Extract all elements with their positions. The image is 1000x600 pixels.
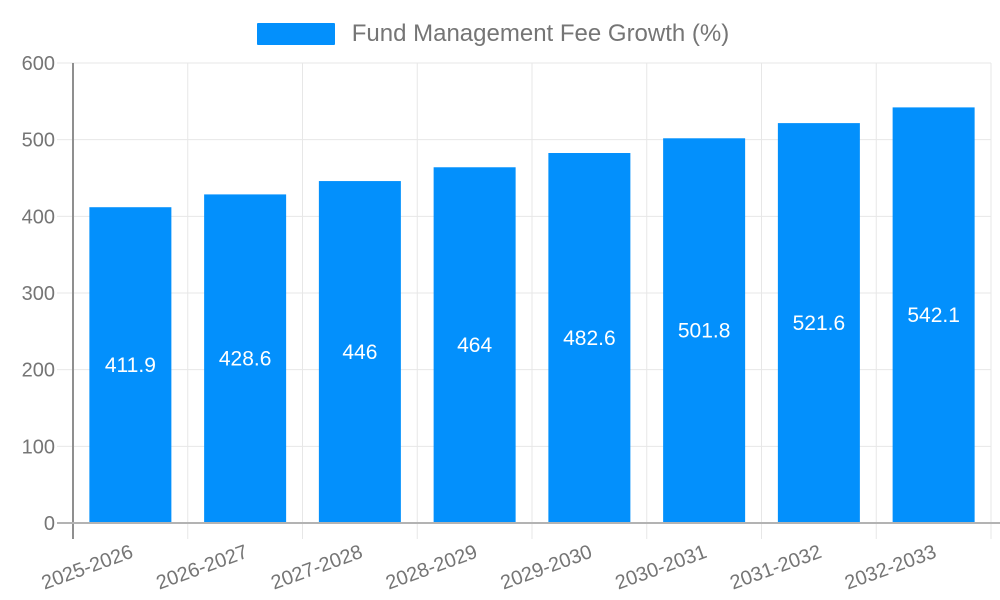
bar[interactable] <box>433 167 516 523</box>
legend-label: Fund Management Fee Growth (%) <box>351 20 730 47</box>
x-axis-label: 2032-2033 <box>842 541 939 594</box>
bar[interactable] <box>663 138 746 523</box>
y-axis-label: 400 <box>22 206 55 228</box>
bar-value-label: 428.6 <box>219 348 272 371</box>
x-axis-label: 2026-2027 <box>153 541 250 594</box>
bar-value-label: 446 <box>342 341 377 364</box>
bar[interactable] <box>204 194 287 523</box>
bar[interactable] <box>777 123 860 524</box>
y-axis-label: 600 <box>22 53 55 75</box>
bar[interactable] <box>89 207 172 523</box>
x-axis-label: 2031-2032 <box>727 541 824 594</box>
y-axis-label: 300 <box>22 283 55 305</box>
bar-value-label: 501.8 <box>678 320 731 343</box>
legend-item[interactable]: Fund Management Fee Growth (%) <box>0 20 986 48</box>
bar-value-label: 542.1 <box>907 304 960 327</box>
legend-swatch <box>256 23 335 45</box>
y-axis-label: 500 <box>22 130 55 152</box>
bar-value-label: 411.9 <box>105 354 156 377</box>
bar[interactable] <box>892 107 975 523</box>
x-axis-label: 2027-2028 <box>268 541 365 594</box>
bar[interactable] <box>548 153 631 524</box>
y-axis-label: 100 <box>22 436 55 458</box>
y-axis-label: 200 <box>22 360 55 382</box>
x-axis-label: 2025-2026 <box>39 541 136 594</box>
bar-value-label: 521.6 <box>793 312 846 335</box>
bar[interactable] <box>318 181 401 524</box>
bar-value-label: 464 <box>457 334 492 357</box>
x-axis-label: 2029-2030 <box>498 541 595 594</box>
bar-value-label: 482.6 <box>563 327 616 350</box>
y-axis-label: 0 <box>44 513 55 535</box>
x-axis-label: 2030-2031 <box>612 541 709 594</box>
x-axis-label: 2028-2029 <box>383 541 480 594</box>
